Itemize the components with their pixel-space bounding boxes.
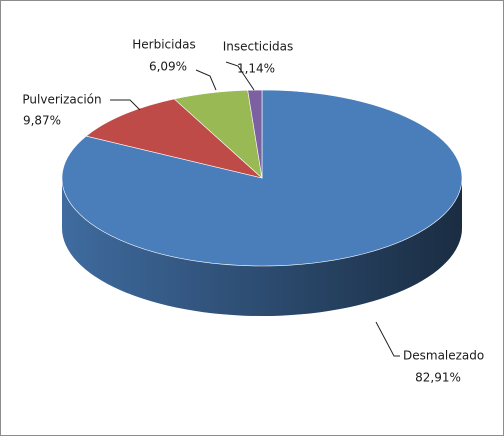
leader-line bbox=[225, 61, 255, 91]
slice-label: Desmalezado bbox=[403, 349, 484, 363]
slice-label: Pulverización bbox=[22, 93, 101, 107]
slice bbox=[85, 98, 263, 179]
slice bbox=[247, 89, 263, 179]
leader-line bbox=[375, 321, 400, 357]
pie bbox=[61, 89, 463, 316]
leader-line bbox=[110, 99, 141, 111]
slice-value-label: 82,91% bbox=[415, 371, 461, 385]
slice-value-label: 9,87% bbox=[23, 114, 61, 128]
leader-line bbox=[195, 69, 217, 91]
slice-label: Herbicidas bbox=[132, 38, 195, 52]
slice-value-label: 1,14% bbox=[237, 62, 275, 76]
slice-side-shade bbox=[62, 178, 462, 316]
slice-label: Insecticidas bbox=[223, 40, 294, 54]
slice-value-label: 6,09% bbox=[149, 60, 187, 74]
labels: Desmalezado 82,91% Pulverización 9,87% H… bbox=[22, 38, 484, 385]
